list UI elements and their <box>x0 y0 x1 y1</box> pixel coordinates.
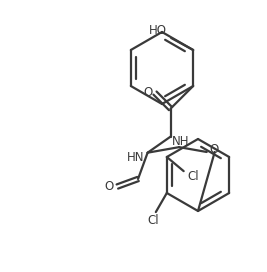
Text: Cl: Cl <box>188 170 199 183</box>
Text: Cl: Cl <box>147 214 159 227</box>
Text: HN: HN <box>127 151 144 164</box>
Text: O: O <box>143 86 153 98</box>
Text: HO: HO <box>149 24 167 38</box>
Text: NH: NH <box>172 135 189 148</box>
Text: O: O <box>105 180 114 193</box>
Text: O: O <box>209 144 218 156</box>
